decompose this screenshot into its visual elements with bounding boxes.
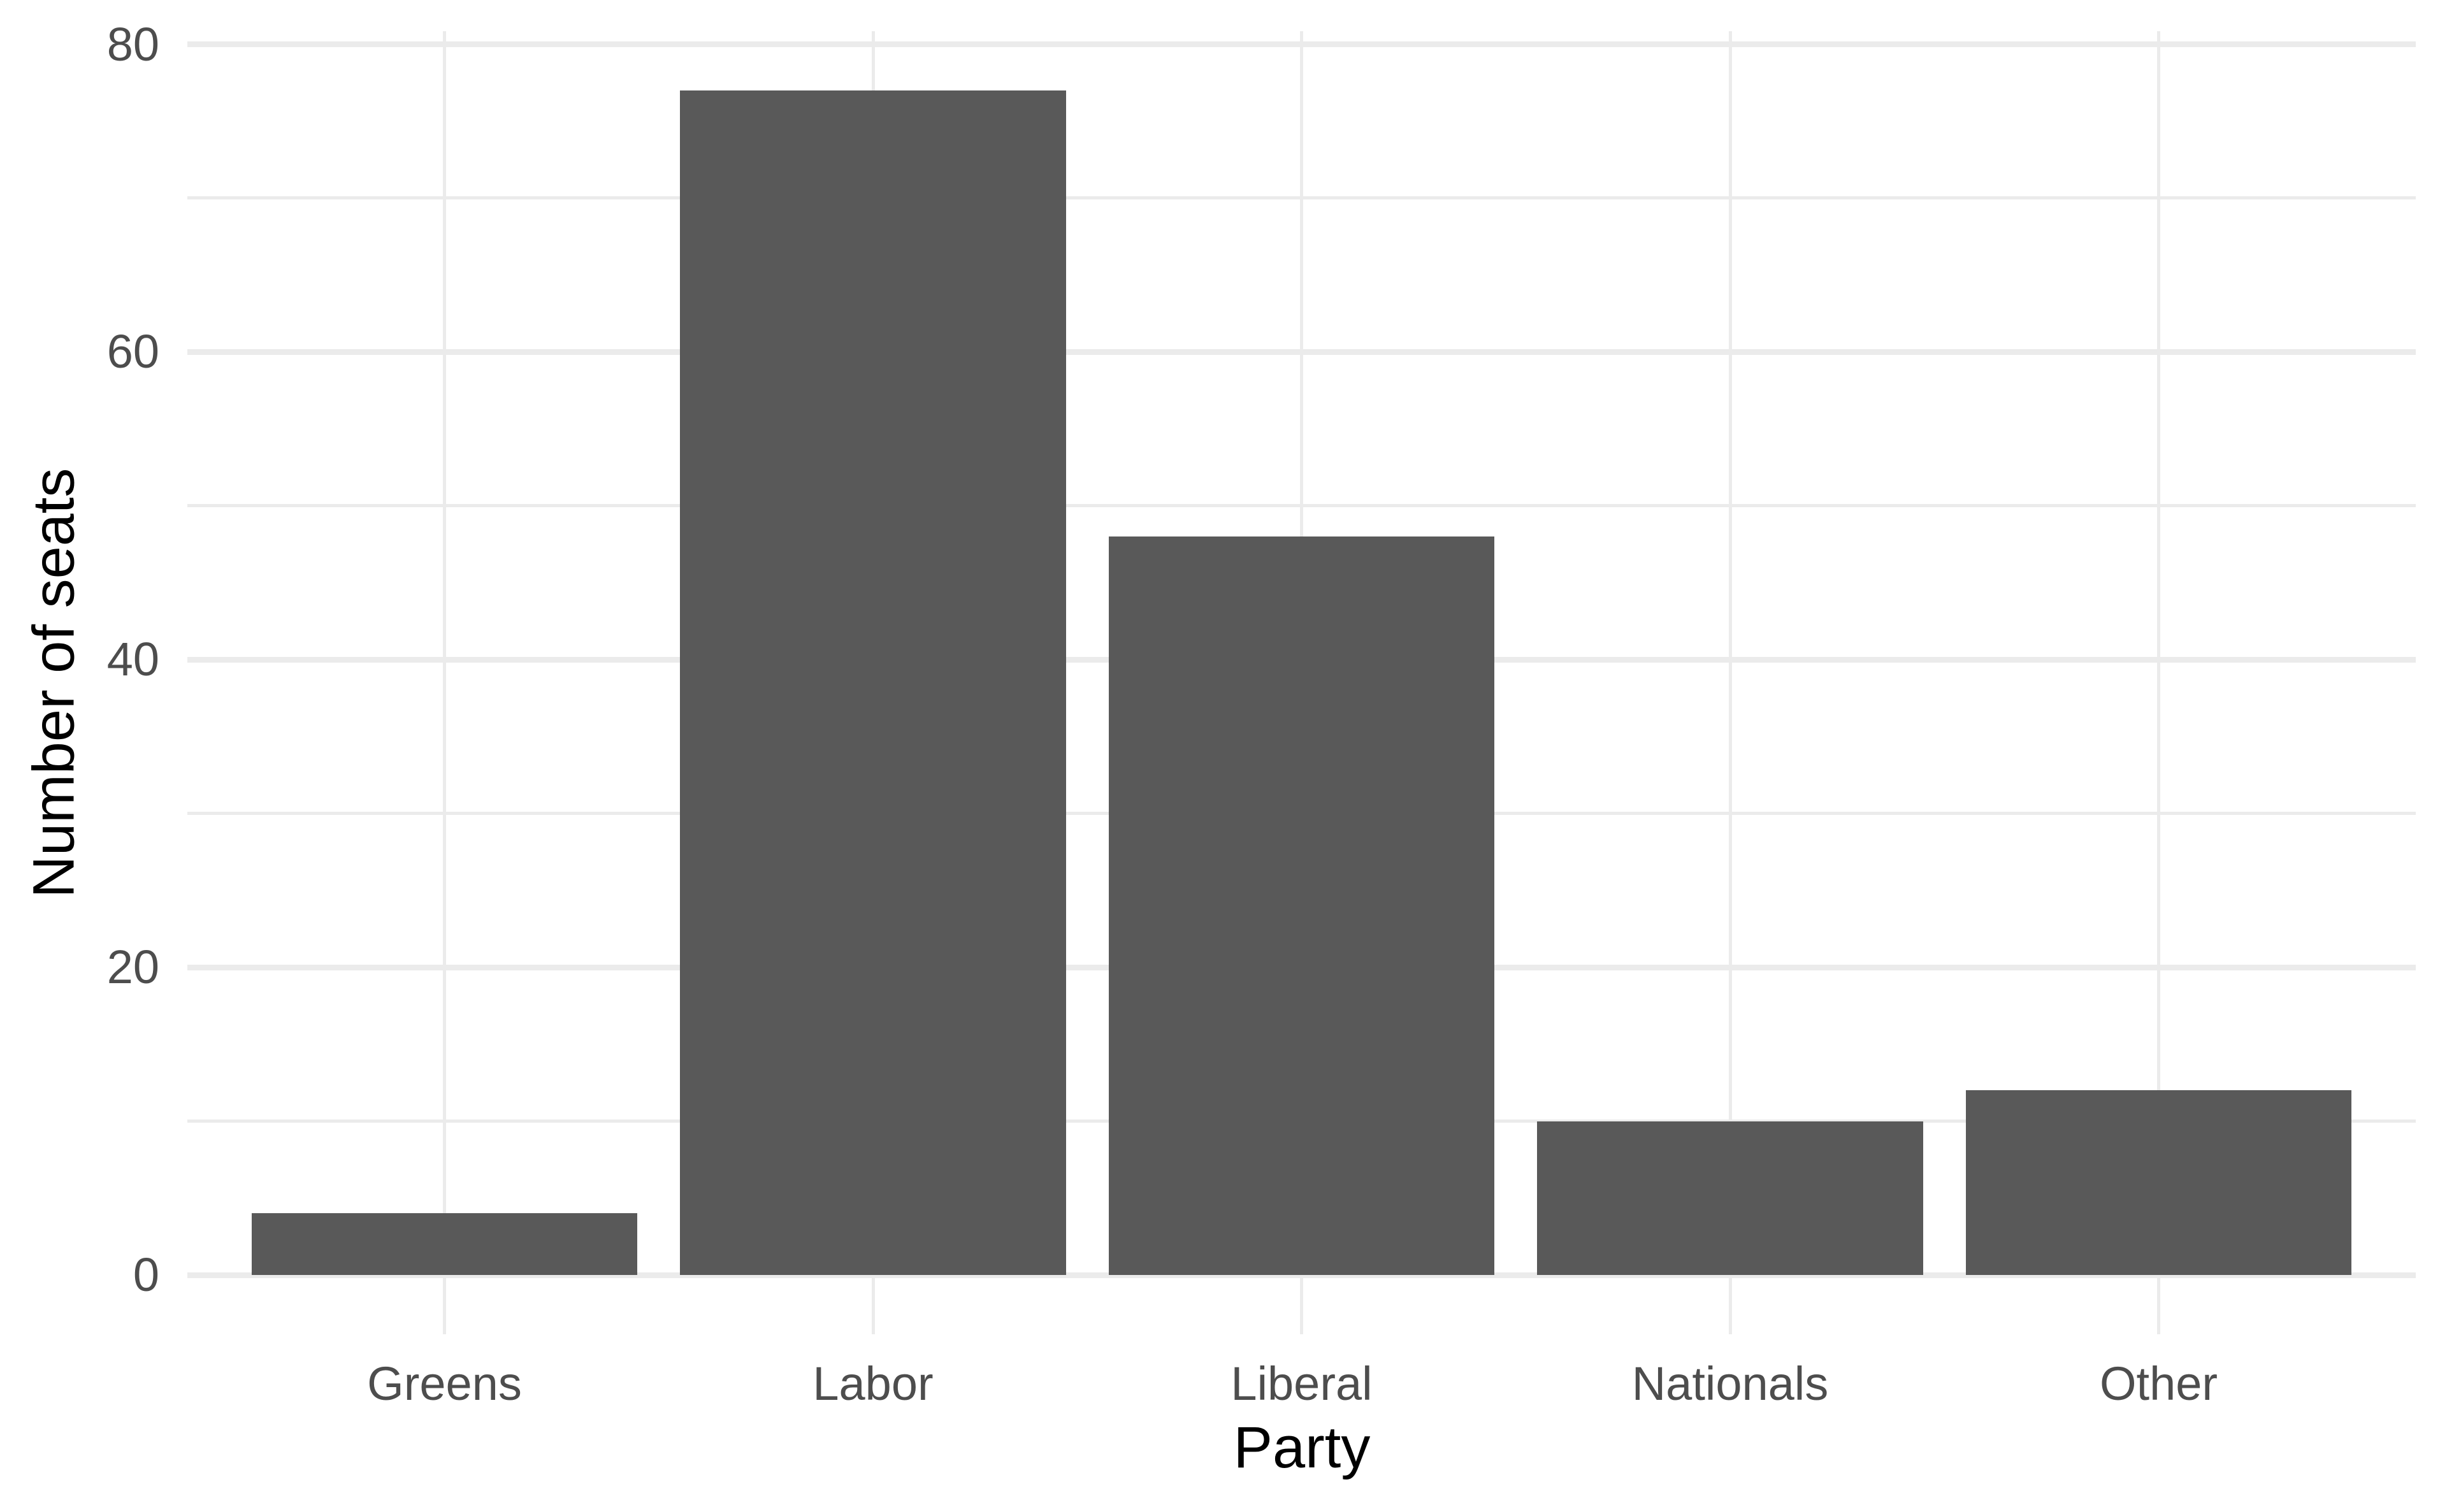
y-tick-label: 0 (133, 1248, 159, 1302)
x-category-label: Nationals (1631, 1357, 1829, 1410)
y-axis-title: Number of seats (21, 468, 87, 898)
y-tick-label: 20 (106, 940, 159, 994)
x-category-label: Greens (367, 1357, 522, 1410)
v-gridline-major (2157, 31, 2160, 1334)
bar-labor (680, 90, 1066, 1276)
bar-other (1965, 1090, 2352, 1276)
plot-panel (187, 31, 2416, 1334)
y-tick-label: 80 (106, 17, 159, 71)
v-gridline-major (443, 31, 446, 1334)
x-category-label: Other (2099, 1357, 2218, 1410)
bar-greens (251, 1213, 638, 1276)
x-axis-title: Party (1233, 1415, 1371, 1480)
x-category-label: Labor (812, 1357, 934, 1410)
bar-nationals (1537, 1121, 1923, 1276)
bar-liberal (1108, 536, 1495, 1276)
v-gridline-major (1728, 31, 1732, 1334)
y-tick-label: 60 (106, 325, 159, 378)
x-category-label: Liberal (1231, 1357, 1373, 1410)
y-tick-label: 40 (106, 633, 159, 686)
